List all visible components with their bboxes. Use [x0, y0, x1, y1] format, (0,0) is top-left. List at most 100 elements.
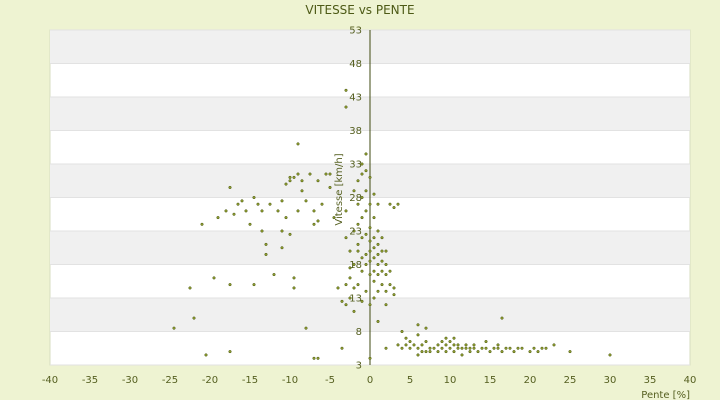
data-point [328, 172, 332, 176]
data-point [380, 259, 384, 263]
data-point [204, 353, 208, 357]
data-point [416, 353, 420, 357]
data-point [444, 336, 448, 340]
data-point [336, 286, 340, 290]
data-point [364, 232, 368, 236]
data-point [452, 336, 456, 340]
data-point [244, 209, 248, 213]
data-point [356, 202, 360, 206]
data-point [344, 105, 348, 109]
data-point [384, 262, 388, 267]
data-point [352, 189, 356, 193]
data-point [344, 303, 348, 307]
data-point [448, 346, 452, 350]
data-point [364, 262, 368, 267]
data-point [300, 179, 304, 183]
data-point [256, 202, 260, 206]
data-point [360, 269, 364, 273]
data-point [416, 346, 420, 350]
data-point [376, 252, 380, 256]
data-point [396, 343, 400, 347]
data-point [376, 242, 380, 246]
x-tick-label: -30 [122, 375, 138, 386]
data-point [444, 343, 448, 347]
data-point [224, 209, 228, 213]
x-tick-label: -15 [242, 375, 258, 386]
x-tick-labels: -40 -35 -30 -25 -20 -15 -10 -5 0 5 10 15 20 25 30 35 40 [42, 375, 697, 386]
data-point [240, 199, 244, 203]
data-point [380, 283, 384, 287]
x-tick-label: -20 [202, 375, 218, 386]
data-point [364, 169, 368, 173]
data-point [340, 346, 344, 350]
data-points [172, 88, 612, 360]
data-point [288, 179, 292, 183]
data-point [452, 350, 456, 354]
data-point [360, 256, 364, 260]
data-point [528, 350, 532, 354]
data-point [316, 356, 320, 360]
data-point [400, 329, 404, 334]
data-point [288, 175, 292, 179]
data-point [476, 350, 480, 354]
data-point [368, 356, 372, 360]
data-point [356, 249, 360, 253]
data-point [264, 242, 268, 246]
data-point [536, 350, 540, 354]
data-point [212, 276, 216, 280]
data-point [368, 303, 372, 307]
data-point [428, 346, 432, 350]
data-point [352, 309, 356, 313]
data-point [360, 236, 364, 240]
data-point [456, 346, 460, 350]
data-point [424, 326, 428, 330]
y-tick-label: 48 [349, 59, 362, 70]
data-point [248, 222, 252, 226]
data-point [376, 202, 380, 206]
data-point [296, 209, 300, 213]
data-point [540, 346, 544, 350]
data-point [276, 209, 280, 213]
data-point [380, 236, 384, 240]
data-point [372, 296, 376, 300]
data-point [496, 346, 500, 350]
data-point [512, 350, 516, 354]
data-point [428, 350, 432, 354]
data-point [364, 209, 368, 213]
data-point [312, 356, 316, 360]
data-point [292, 286, 296, 290]
data-point [408, 340, 412, 344]
data-point [456, 343, 460, 347]
data-point [340, 299, 344, 303]
data-point [356, 179, 360, 183]
data-point [232, 212, 236, 216]
data-point [376, 289, 380, 293]
data-point [492, 346, 496, 350]
data-point [360, 299, 364, 303]
data-point [392, 206, 396, 210]
data-point [520, 346, 524, 350]
data-point [348, 276, 352, 280]
data-point [372, 246, 376, 250]
data-point [356, 242, 360, 246]
data-point [392, 286, 396, 290]
data-point [380, 269, 384, 273]
data-point [388, 202, 392, 206]
data-point [216, 216, 220, 220]
data-point [368, 259, 372, 263]
data-point [344, 283, 348, 287]
data-point [364, 289, 368, 293]
x-tick-label: 40 [684, 375, 697, 386]
data-point [532, 346, 536, 350]
data-point [420, 350, 424, 354]
data-point [228, 350, 232, 354]
data-point [264, 252, 268, 256]
data-point [328, 185, 332, 189]
x-tick-label: 10 [444, 375, 457, 386]
data-point [420, 343, 424, 347]
y-tick-label: 33 [349, 160, 362, 171]
x-axis-label: Pente [%] [641, 390, 690, 400]
data-point [376, 262, 380, 267]
data-point [444, 350, 448, 354]
